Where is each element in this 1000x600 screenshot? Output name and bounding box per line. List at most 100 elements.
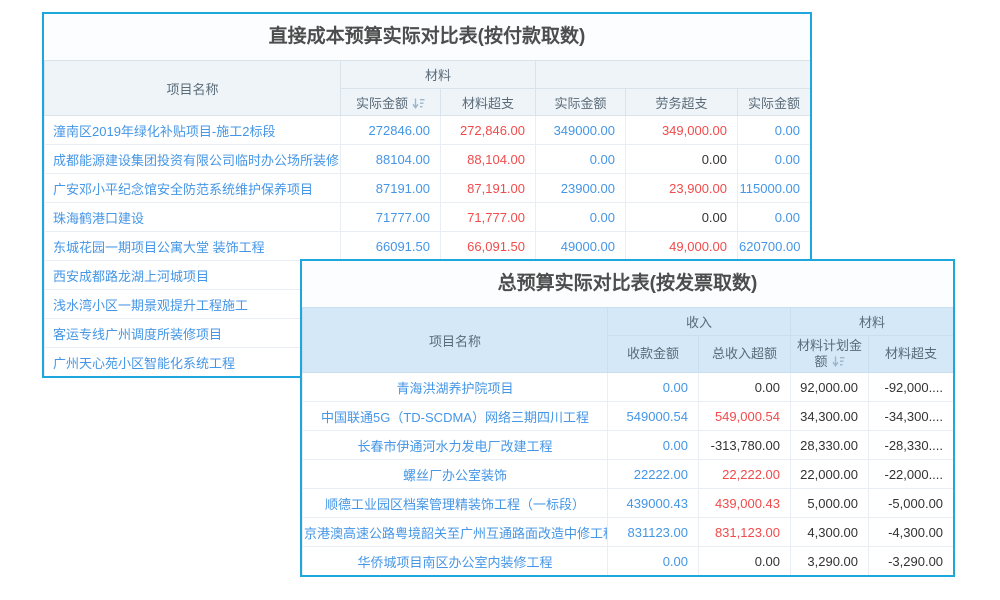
header-sub-row: 实际金额 材料超支 实际金额 劳务超支 实际金额 [45,88,810,116]
value-cell: 22,000.00 [790,459,870,489]
column-header-actual-amount[interactable]: 实际金额 [737,88,810,116]
value-cell: 49,000.00 [625,231,739,261]
value-cell: -4,300.00 [868,517,953,547]
value-cell: 0.00 [737,202,810,232]
table-row: 京港澳高速公路粤境韶关至广州互通路面改造中修工程 831123.00 831,123… [302,517,953,547]
value-cell: 0.00 [737,115,810,145]
table-row: 螺丝厂办公室装饰 22222.00 22,222.00 22,000.00 -22,00… [302,459,953,489]
table-row: 东城花园一期项目公寓大堂 装饰工程 66091.50 66,091.50 49000.… [44,231,810,261]
header-group-row: 项目名称 收入 材料 [302,307,953,373]
project-name-link[interactable]: 浅水湾小区一期景观提升工程施工 [44,289,341,319]
table-row: 珠海鹤港口建设 71777.00 71,777.00 0.00 0.00 0.00 [44,202,810,232]
project-name-link[interactable]: 客运专线广州调度所装修项目 [44,318,341,348]
project-name-link[interactable]: 东城花园一期项目公寓大堂 装饰工程 [44,231,341,261]
value-cell: 23900.00 [535,173,627,203]
project-name-link[interactable]: 中国联通5G（TD-SCDMA）网络三期四川工程 [302,401,608,431]
column-header-project-name[interactable]: 项目名称 [44,60,341,116]
value-cell: 66091.50 [340,231,441,261]
column-header-total-income-excess[interactable]: 总收入超额 [697,335,792,373]
value-cell: -92,000.... [868,372,953,402]
column-header-project-name[interactable]: 项目名称 [302,307,608,373]
value-cell: -34,300.... [868,401,953,431]
value-cell: 349,000.00 [625,115,739,145]
value-cell: 71777.00 [340,202,441,232]
project-name-link[interactable]: 潼南区2019年绿化补贴项目-施工2标段 [44,115,341,145]
value-cell: 0.00 [625,144,739,174]
table-row: 青海洪湖养护院项目 0.00 0.00 92,000.00 -92,000.... [302,372,953,402]
value-cell: 620700.00 [737,231,810,261]
value-cell: 439000.43 [607,488,699,518]
value-cell: 34,300.00 [790,401,870,431]
table-row: 成都能源建设集团投资有限公司临时办公场所装修改 88104.00 88,104.00… [44,144,810,174]
column-group-header-material: 材料 [339,60,537,89]
header-sub-row: 收款金额 总收入超额 材料计划金额 材料超支 [303,335,953,373]
value-cell: 22,222.00 [697,459,792,489]
column-group-header-blank [535,60,810,89]
value-cell: 0.00 [607,546,699,575]
project-name-link[interactable]: 广州天心苑小区智能化系统工程 [44,347,341,376]
project-name-link[interactable]: 珠海鹤港口建设 [44,202,341,232]
value-cell: 87191.00 [340,173,441,203]
table-row: 潼南区2019年绿化补贴项目-施工2标段 272846.00 272,846.00 3… [44,115,810,145]
value-cell: 88104.00 [340,144,441,174]
value-cell: 831123.00 [607,517,699,547]
project-name-link[interactable]: 顺德工业园区档案管理精装饰工程（一标段） [302,488,608,518]
total-budget-table: 项目名称 收入 材料 收款金额 总收入超额 材料计划金额 材料超支 青海洪湖养护… [302,307,953,575]
table-title: 直接成本预算实际对比表(按付款取数) [44,14,810,60]
value-cell: 831,123.00 [697,517,792,547]
header-group-row: 项目名称 材料 [44,60,810,116]
project-name-link[interactable]: 京港澳高速公路粤境韶关至广州互通路面改造中修工程 [302,517,608,547]
value-cell: 5,000.00 [790,488,870,518]
project-name-link[interactable]: 华侨城项目南区办公室内装修工程 [302,546,608,575]
value-cell: 49000.00 [535,231,627,261]
value-cell: 66,091.50 [439,231,537,261]
value-cell: 4,300.00 [790,517,870,547]
column-header-labor-overrun[interactable]: 劳务超支 [625,88,739,116]
column-header-received-amount[interactable]: 收款金额 [607,335,699,373]
column-header-actual-amount-sorted[interactable]: 实际金额 [340,88,441,116]
value-cell: 0.00 [737,144,810,174]
table-row: 中国联通5G（TD-SCDMA）网络三期四川工程 549000.54 549,000… [302,401,953,431]
column-header-material-plan-amount-sorted[interactable]: 材料计划金额 [790,335,870,373]
value-cell: 87,191.00 [439,173,537,203]
project-name-link[interactable]: 螺丝厂办公室装饰 [302,459,608,489]
value-cell: 0.00 [607,372,699,402]
column-header-material-overrun[interactable]: 材料超支 [439,88,537,116]
project-name-link[interactable]: 青海洪湖养护院项目 [302,372,608,402]
value-cell: -28,330.... [868,430,953,460]
project-name-link[interactable]: 西安成都路龙湖上河城项目 [44,260,341,290]
column-header-material-overrun[interactable]: 材料超支 [868,335,953,373]
sort-descending-icon[interactable] [831,356,845,368]
value-cell: 272846.00 [340,115,441,145]
value-cell: 349000.00 [535,115,627,145]
value-cell: -5,000.00 [868,488,953,518]
value-cell: 92,000.00 [790,372,870,402]
table-row: 顺德工业园区档案管理精装饰工程（一标段） 439000.43 439,000.43 5… [302,488,953,518]
value-cell: -3,290.00 [868,546,953,575]
value-cell: -313,780.00 [697,430,792,460]
value-cell: 88,104.00 [439,144,537,174]
total-budget-comparison-table: 总预算实际对比表(按发票取数) 项目名称 收入 材料 收款金额 总收入超额 材料… [300,259,955,577]
value-cell: 0.00 [697,372,792,402]
column-header-actual-amount[interactable]: 实际金额 [535,88,627,116]
value-cell: 71,777.00 [439,202,537,232]
sort-descending-icon[interactable] [412,98,425,109]
table-row: 长春市伊通河水力发电厂改建工程 0.00 -313,780.00 28,330.00-… [302,430,953,460]
column-group-header-material: 材料 [790,307,953,336]
value-cell: 23,900.00 [625,173,739,203]
value-cell: 0.00 [607,430,699,460]
project-name-link[interactable]: 广安邓小平纪念馆安全防范系统维护保养项目 [44,173,341,203]
column-group-header-income: 收入 [606,307,792,336]
project-name-link[interactable]: 长春市伊通河水力发电厂改建工程 [302,430,608,460]
value-cell: -22,000.... [868,459,953,489]
value-cell: 0.00 [625,202,739,232]
value-cell: 0.00 [697,546,792,575]
value-cell: 28,330.00 [790,430,870,460]
value-cell: 0.00 [535,144,627,174]
value-cell: 115000.00 [737,173,810,203]
value-cell: 0.00 [535,202,627,232]
project-name-link[interactable]: 成都能源建设集团投资有限公司临时办公场所装修改 [44,144,341,174]
value-cell: 272,846.00 [439,115,537,145]
table-title: 总预算实际对比表(按发票取数) [302,261,953,307]
